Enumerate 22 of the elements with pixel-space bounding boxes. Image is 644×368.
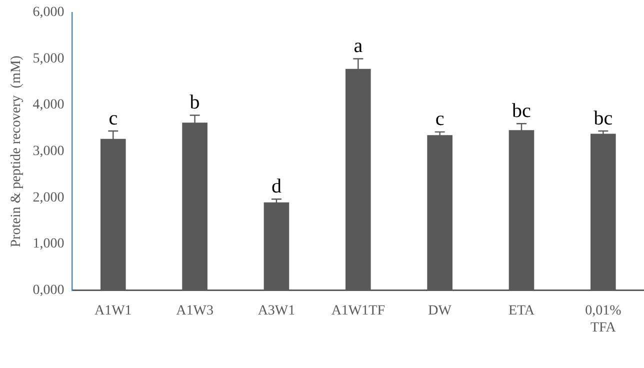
annotation: bc [594,107,613,130]
x-tick-label: A1W1 [94,303,132,318]
x-tick-label: A1W1TF [331,303,386,318]
y-axis-title: Protein & peptide recovery (mM) [9,55,24,248]
y-tick-label: 5,000 [32,51,64,66]
annotation: a [354,34,363,57]
y-tick-label: 6,000 [32,5,64,20]
annotation: b [190,92,200,114]
annotation: c [435,108,444,130]
x-tick-label: 0,01% TFA [585,303,622,336]
x-tick-label: ETA [508,303,536,318]
x-tick-label: A1W3 [176,303,214,318]
y-tick-label: 4,000 [32,98,64,113]
annotation: bc [512,100,532,122]
annotation: c [108,107,118,130]
y-tick-label: 2,000 [32,190,64,206]
y-tick-label: 0,000 [32,283,64,298]
y-tick-label: 1,000 [32,236,64,252]
x-tick-label: A3W1 [258,303,296,318]
annotation: d [271,175,282,198]
y-tick-label: 3,000 [32,144,64,160]
x-tick-label: DW [428,303,452,318]
